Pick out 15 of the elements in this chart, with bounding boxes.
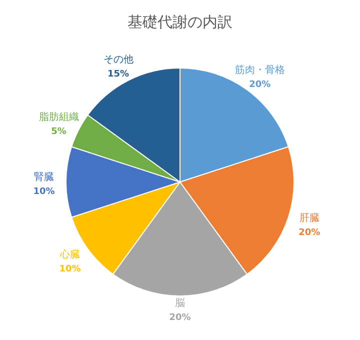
data-label: 20% (169, 313, 191, 323)
slice-label: 脳 (175, 298, 185, 309)
slice-label: その他 (103, 53, 134, 66)
data-label: 10% (59, 264, 81, 275)
data-label: 15% (107, 69, 130, 80)
slice-label: 心臓 (58, 248, 80, 261)
data-label: 20% (298, 228, 320, 238)
data-label: 20% (249, 80, 271, 90)
slice-label: 腎臓 (34, 171, 54, 183)
data-label: 5% (51, 127, 66, 138)
slice-label: 脂肪組織 (38, 111, 79, 124)
chart-title: 基礎代謝の内訳 (128, 13, 232, 31)
slice-label: 筋肉・骨格 (234, 64, 285, 76)
data-label: 10% (33, 187, 55, 197)
slice-label: 肝臓 (299, 212, 320, 224)
